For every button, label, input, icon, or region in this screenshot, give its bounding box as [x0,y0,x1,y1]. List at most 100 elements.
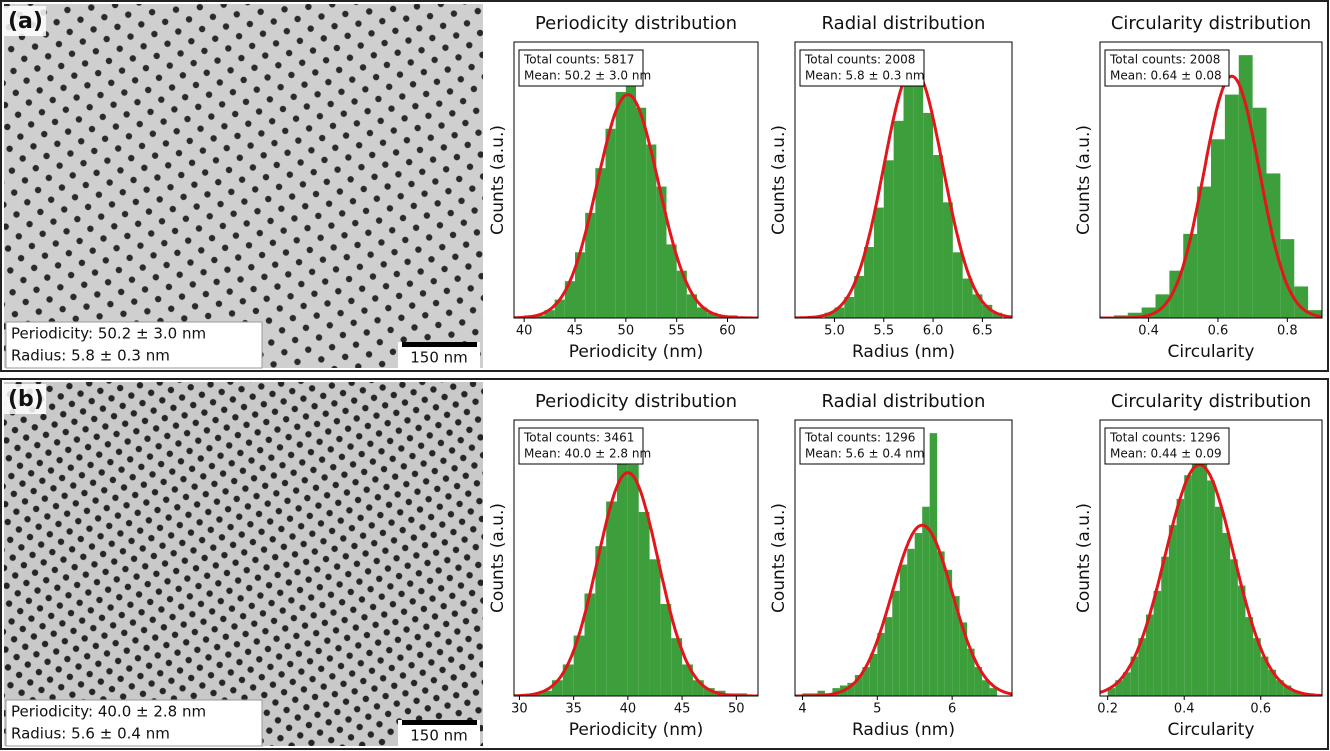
y-axis-label: Counts (a.u.) [769,503,789,613]
x-axis-label: Radius (nm) [852,342,955,362]
bar [869,653,878,696]
bar [1211,139,1225,318]
y-axis-label: Counts (a.u.) [488,503,508,613]
bar [671,638,683,696]
x-tick-label: 5.5 [873,324,894,339]
y-axis-label: Counts (a.u.) [1074,503,1094,613]
axes-frame [794,419,1013,697]
panel-frame [0,378,1329,750]
chart-title: Circularity distribution [1111,391,1311,412]
bar [625,55,636,318]
bar [883,160,894,318]
x-tick-label: 6.0 [923,324,944,339]
axes-frame [794,41,1013,319]
x-tick-label: 0.4 [1138,324,1159,339]
x-tick-label: 45 [674,702,691,717]
bar [893,120,904,318]
x-tick-label: 0.6 [1250,702,1271,717]
x-tick-label: 45 [567,324,584,339]
bar [944,569,953,696]
chart-title: Periodicity distribution [535,391,737,412]
x-tick-label: 6.5 [972,324,993,339]
x-tick-label: 30 [511,702,528,717]
label-bg [4,384,46,414]
x-tick-label: 0.8 [1277,324,1298,339]
plot-area [1100,433,1322,696]
bar [562,664,574,696]
bar [899,564,908,696]
stats-text: Mean: 0.44 ± 0.09 [1110,447,1222,461]
bar [1237,585,1246,696]
bar [697,307,708,318]
bar [595,168,606,318]
y-axis-label: Counts (a.u.) [769,125,789,235]
bar [1207,480,1215,696]
x-tick-label: 5 [873,702,881,717]
bar [1141,307,1156,318]
bar [1176,498,1185,696]
bar [1130,656,1139,696]
bar [1276,680,1284,696]
axes-frame [513,41,759,319]
bar [703,688,715,696]
micrograph [4,4,483,368]
stats-box [799,49,925,87]
x-tick-label: 4 [798,702,806,717]
x-tick-label: 6 [948,702,956,717]
bar [1161,556,1169,696]
bar [1230,559,1238,696]
bar [967,648,975,696]
bar [992,312,1003,318]
bar [544,310,555,318]
bar [541,690,552,696]
x-axis-label: Circularity [1168,720,1255,740]
bar [903,81,914,318]
bar [873,207,884,318]
bar [922,506,930,696]
x-tick-label: 60 [719,324,736,339]
bar [1291,690,1300,696]
bar [974,667,983,696]
bar [834,307,845,318]
chart-title: Radial distribution [822,13,986,34]
plot-area [1100,55,1322,318]
bar [854,275,865,318]
stats-box [518,427,644,465]
stats-text: Total counts: 2008 [804,53,915,67]
panel-label: (b) [8,387,44,412]
bar [554,299,565,318]
chart-title: Circularity distribution [1111,13,1311,34]
fit-curve [1100,74,1322,318]
stats-box [799,427,925,465]
bar [913,55,924,318]
bar [982,304,993,318]
chart-title: Periodicity distribution [535,13,737,34]
stats-text: Total counts: 2008 [1109,53,1220,67]
panel-label: (a) [8,9,43,34]
bar [617,433,628,696]
bar [907,548,915,696]
bar [627,464,639,696]
bar [1191,433,1200,696]
bar [1199,459,1208,696]
annotation: Periodicity: 50.2 ± 3.0 nm [11,325,206,343]
bar [564,281,575,318]
bar [933,155,943,318]
bar [892,590,900,696]
bar [682,664,693,696]
scale-label: 150 nm [410,727,468,745]
annotation: Radius: 5.8 ± 0.3 nm [11,347,170,365]
x-tick-label: 0.4 [1174,702,1195,717]
x-tick-label: 40 [516,324,533,339]
stats-text: Mean: 5.8 ± 0.3 nm [805,69,925,83]
bar [884,617,893,696]
bar [1268,669,1277,696]
x-axis-label: Circularity [1168,342,1255,362]
annotation: Radius: 5.6 ± 0.4 nm [11,725,170,743]
bar [1138,638,1146,696]
bar [1122,672,1131,696]
x-tick-label: 50 [728,702,745,717]
label-bg [4,6,46,36]
bar [656,186,667,318]
